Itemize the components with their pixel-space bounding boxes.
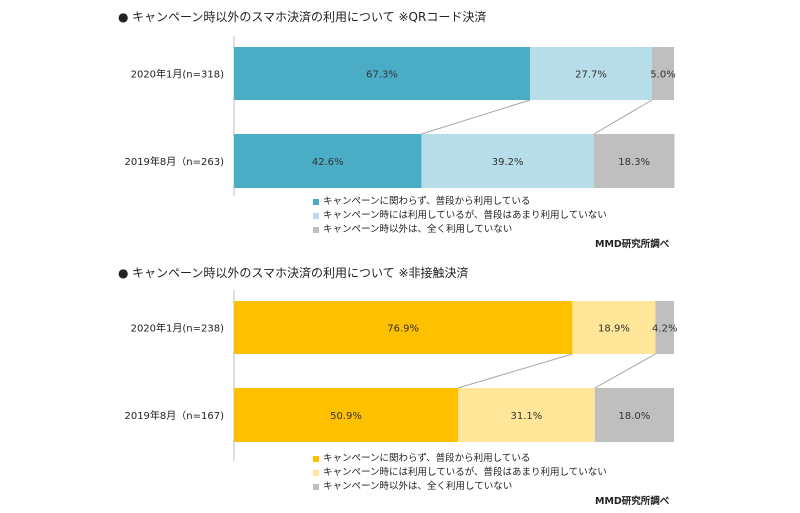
bar-segment <box>234 134 422 188</box>
source-credit: MMD研究所調べ <box>595 496 670 507</box>
data-label: 18.3% <box>618 157 650 168</box>
category-label: 2020年1月(n=318) <box>131 68 225 81</box>
data-label: 31.1% <box>510 411 542 422</box>
data-label: 27.7% <box>575 70 607 81</box>
data-label: 5.0% <box>650 70 675 81</box>
chart-title: ● キャンペーン時以外のスマホ決済の利用について ※QRコード決済 <box>118 10 487 24</box>
chart-title: ● キャンペーン時以外のスマホ決済の利用について ※非接触決済 <box>118 266 469 280</box>
data-label: 76.9% <box>387 324 419 335</box>
qr-payment-chart: ● キャンペーン時以外のスマホ決済の利用について ※QRコード決済 67.3% 27… <box>118 10 676 250</box>
category-label: 2019年8月（n=167) <box>124 409 224 422</box>
bar-segment <box>234 301 573 354</box>
legend-swatch <box>313 456 319 462</box>
chart-legend: キャンペーンに関わらず、普段から利用している キャンペーン時には利用しているが、… <box>313 452 607 494</box>
bar-segment <box>530 47 652 100</box>
data-label: 39.2% <box>492 157 524 168</box>
bar-segment <box>594 388 674 442</box>
legend-item: キャンペーン時以外は、全く利用していない <box>313 480 607 494</box>
series-connector-line <box>594 353 656 389</box>
bar-segment <box>234 388 458 442</box>
series-connector-line <box>593 99 653 135</box>
legend-item: キャンペーン時には利用しているが、普段はあまり利用していない <box>313 466 607 480</box>
data-label: 18.0% <box>619 411 651 422</box>
qr-payment-plot: 67.3% 27.7% 5.0% 2020年1月(n=318) 42.6% 39.2% 18… <box>124 36 676 196</box>
legend-swatch <box>313 213 319 219</box>
legend-swatch <box>313 227 319 233</box>
bar-segment <box>593 134 675 188</box>
contactless-payment-plot: 76.9% 18.9% 4.2% 2020年1月(n=238) 50.9% 31.1% 18… <box>124 290 677 461</box>
bar-segment <box>572 301 656 354</box>
series-connector-line <box>421 99 531 135</box>
legend-item: キャンペーンに関わらず、普段から利用している <box>313 452 607 466</box>
legend-swatch <box>313 470 319 476</box>
legend-item: キャンペーンに関わらず、普段から利用している <box>313 195 607 209</box>
category-label: 2020年1月(n=238) <box>131 322 225 335</box>
legend-swatch <box>313 484 319 490</box>
series-connector-line <box>457 353 573 389</box>
bar-segment <box>421 134 594 188</box>
data-label: 50.9% <box>330 411 362 422</box>
data-label: 67.3% <box>366 70 398 81</box>
legend-swatch <box>313 199 319 205</box>
bar-segment <box>655 301 674 354</box>
bar-segment <box>234 47 531 100</box>
bar-segment <box>652 47 674 100</box>
bar-segment <box>457 388 595 442</box>
category-label: 2019年8月（n=263) <box>124 155 224 168</box>
legend-item: キャンペーン時には利用しているが、普段はあまり利用していない <box>313 209 607 223</box>
data-label: 42.6% <box>312 157 344 168</box>
data-label: 4.2% <box>652 324 677 335</box>
legend-item: キャンペーン時以外は、全く利用していない <box>313 223 607 237</box>
source-credit: MMD研究所調べ <box>595 239 670 250</box>
chart-legend: キャンペーンに関わらず、普段から利用している キャンペーン時には利用しているが、… <box>313 195 607 237</box>
data-label: 18.9% <box>598 324 630 335</box>
contactless-payment-chart: ● キャンペーン時以外のスマホ決済の利用について ※非接触決済 76.9% 18.9… <box>0 256 800 513</box>
